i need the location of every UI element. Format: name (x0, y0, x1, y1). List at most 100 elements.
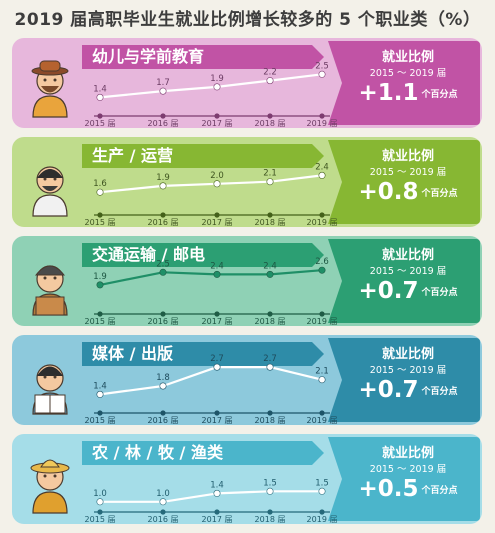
change-summary: 就业比例 2015 ～ 2019 届 +0.7 个百分点 (336, 339, 480, 421)
data-label: 2.4 (263, 261, 277, 271)
change-summary-value-row: +0.7 个百分点 (336, 377, 480, 403)
change-summary: 就业比例 2015 ～ 2019 届 +0.5 个百分点 (336, 438, 480, 520)
change-summary-range: 2015 ～ 2019 届 (369, 365, 447, 376)
x-tick-label: 2017 届 (202, 515, 233, 524)
category-label: 生产 / 运营 (92, 146, 173, 165)
data-point (159, 182, 167, 190)
x-tick-label: 2015 届 (85, 317, 116, 326)
chart-title: 2019 届高职毕业生就业比例增长较多的 5 个职业类（%） (14, 10, 481, 30)
x-tick-label: 2017 届 (202, 218, 233, 227)
change-box (328, 41, 480, 125)
data-label: 1.0 (93, 489, 107, 499)
data-label: 1.6 (93, 179, 107, 189)
data-label: 2.4 (210, 261, 224, 271)
change-value: +0.5 (358, 476, 419, 502)
panel-chart: 1.9 2015 届 2.5 2016 届 2.4 2017 届 2.4 2018 届 2.6 2… (12, 236, 482, 326)
axis-tick-dot (160, 113, 166, 119)
axis-tick-dot (97, 113, 103, 119)
data-label: 1.8 (156, 373, 170, 383)
change-summary-value-row: +0.7 个百分点 (336, 278, 480, 304)
axis-tick-dot (319, 509, 325, 515)
data-label: 2.6 (315, 257, 329, 267)
data-point (96, 93, 104, 101)
data-point (96, 390, 104, 398)
data-label: 1.0 (156, 489, 170, 499)
x-tick-label: 2015 届 (85, 416, 116, 425)
change-summary-title: 就业比例 (381, 248, 434, 263)
data-point (96, 498, 104, 506)
change-summary-range: 2015 ～ 2019 届 (369, 167, 447, 178)
x-tick-label: 2018 届 (255, 218, 286, 227)
x-tick-label: 2016 届 (148, 515, 179, 524)
axis-tick-dot (267, 410, 273, 416)
change-value: +0.7 (358, 278, 419, 304)
data-point (266, 77, 274, 85)
axis-tick-dot (267, 509, 273, 515)
change-value: +0.7 (358, 377, 419, 403)
x-tick-label: 2015 届 (85, 218, 116, 227)
change-summary-range: 2015 ～ 2019 届 (369, 464, 447, 475)
change-unit: 个百分点 (421, 386, 458, 397)
data-point (318, 171, 326, 179)
change-summary-value-row: +1.1 个百分点 (336, 80, 480, 106)
axis-tick-dot (214, 509, 220, 515)
axis-tick-dot (160, 311, 166, 317)
data-point (318, 487, 326, 495)
change-box (328, 239, 480, 323)
change-summary-title: 就业比例 (381, 50, 434, 65)
data-point (96, 188, 104, 196)
teacher-avatar-icon (31, 60, 69, 118)
axis-tick-dot (214, 212, 220, 218)
axis-tick-dot (267, 113, 273, 119)
data-label: 2.5 (315, 61, 329, 71)
x-tick-label: 2016 届 (148, 218, 179, 227)
change-summary-range: 2015 ～ 2019 届 (369, 68, 447, 79)
change-summary: 就业比例 2015 ～ 2019 届 +1.1 个百分点 (336, 42, 480, 124)
x-tick-label: 2019 届 (307, 119, 338, 128)
category-label: 幼儿与学前教育 (92, 47, 205, 66)
data-label: 2.2 (263, 68, 277, 78)
data-label: 1.7 (156, 78, 170, 88)
category-label: 农 / 林 / 牧 / 渔类 (92, 443, 223, 462)
data-label: 1.9 (93, 272, 107, 282)
axis-tick-dot (267, 311, 273, 317)
change-summary-title: 就业比例 (381, 347, 434, 362)
data-point (96, 281, 104, 289)
data-label: 1.4 (93, 84, 107, 94)
change-box (328, 437, 480, 521)
data-point (266, 178, 274, 186)
panel-2: 1.6 2015 届 1.9 2016 届 2.0 2017 届 2.1 2018 届 2.4 2… (12, 137, 482, 227)
data-point (318, 70, 326, 78)
axis-tick-dot (214, 311, 220, 317)
change-summary-range: 2015 ～ 2019 届 (369, 266, 447, 277)
data-label: 2.1 (315, 367, 329, 377)
category-ribbon (82, 342, 324, 366)
panel-chart: 1.4 2015 届 1.7 2016 届 1.9 2017 届 2.2 2018 届 2.5 2… (12, 38, 482, 128)
axis-tick-dot (97, 311, 103, 317)
data-label: 2.7 (210, 354, 224, 364)
data-point (213, 270, 221, 278)
data-point (213, 180, 221, 188)
data-point (266, 363, 274, 371)
panel-chart: 1.0 2015 届 1.0 2016 届 1.4 2017 届 1.5 2018 届 1.5 2… (12, 434, 482, 524)
panel-1: 1.4 2015 届 1.7 2016 届 1.9 2017 届 2.2 2018 届 2.5 2… (12, 38, 482, 128)
data-label: 2.7 (263, 354, 277, 364)
panel-chart: 1.4 2015 届 1.8 2016 届 2.7 2017 届 2.7 2018 届 2.1 2… (12, 335, 482, 425)
x-tick-label: 2018 届 (255, 416, 286, 425)
x-tick-label: 2017 届 (202, 317, 233, 326)
x-tick-label: 2019 届 (307, 416, 338, 425)
x-tick-label: 2019 届 (307, 317, 338, 326)
reader-avatar-icon (32, 364, 68, 415)
change-summary: 就业比例 2015 ～ 2019 届 +0.8 个百分点 (336, 141, 480, 223)
data-label: 1.9 (156, 173, 170, 183)
data-label: 1.9 (210, 74, 224, 84)
change-unit: 个百分点 (421, 287, 458, 298)
x-tick-label: 2015 届 (85, 515, 116, 524)
change-box (328, 140, 480, 224)
axis-tick-dot (160, 410, 166, 416)
category-label: 媒体 / 出版 (92, 344, 173, 363)
category-label: 交通运输 / 邮电 (92, 245, 205, 264)
category-ribbon (82, 144, 324, 168)
x-tick-label: 2019 届 (307, 218, 338, 227)
data-label: 2.5 (156, 259, 170, 269)
